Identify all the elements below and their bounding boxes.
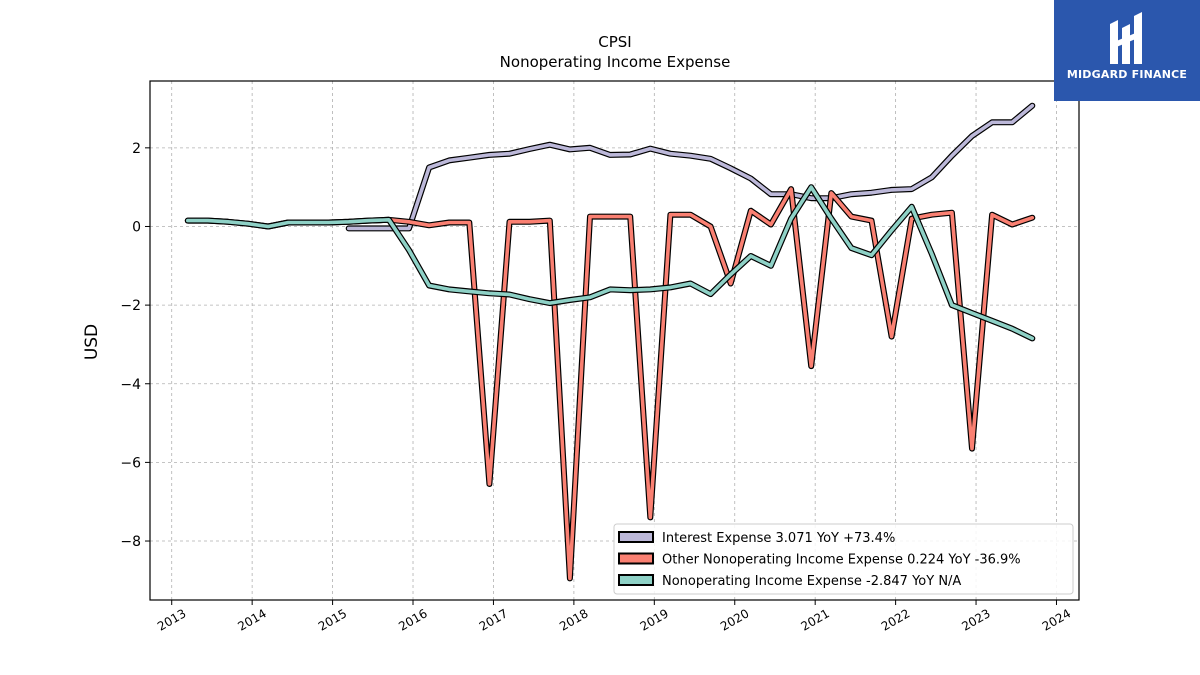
y-tick-label: 0 (132, 219, 141, 235)
legend-label: Nonoperating Income Expense -2.847 YoY N… (662, 574, 961, 589)
y-tick-label: −6 (120, 455, 141, 471)
series-nonoperating-income-expense (184, 184, 1036, 342)
legend-item: Other Nonoperating Income Expense 0.224 … (618, 552, 1021, 568)
legend-swatch (618, 552, 654, 565)
x-tick-label: 2015 (316, 606, 349, 633)
y-tick-label: 2 (132, 141, 141, 157)
x-tick-label: 2013 (155, 606, 188, 633)
y-tick-label: −2 (120, 298, 141, 314)
x-tick-label: 2024 (1040, 606, 1073, 633)
midgard-finance-logo: MIDGARD FINANCE (1054, 0, 1200, 101)
legend-label: Interest Expense 3.071 YoY +73.4% (662, 531, 895, 546)
y-tick-label: −4 (120, 377, 141, 393)
legend-label: Other Nonoperating Income Expense 0.224 … (662, 553, 1021, 568)
legend-item: Nonoperating Income Expense -2.847 YoY N… (618, 574, 961, 589)
series-line (346, 103, 1035, 231)
grid (150, 81, 1079, 600)
x-tick-label: 2023 (959, 606, 992, 633)
chart-subtitle: Nonoperating Income Expense (500, 53, 731, 71)
logo-text: MIDGARD FINANCE (1066, 68, 1188, 81)
series-line (186, 185, 1035, 341)
y-axis-label: USD (82, 324, 102, 360)
y-axis-ticks: 2 0 −2 −4 −6 −8 (120, 141, 150, 550)
x-tick-label: 2020 (718, 606, 751, 633)
x-axis-ticks: 2013 2014 2015 2016 2017 2018 2019 2020 2021 2022… (155, 600, 1073, 634)
series-interest-expense (345, 102, 1036, 232)
series-line-outline (345, 102, 1036, 232)
legend-swatch (618, 574, 654, 586)
logo-mark-icon (1110, 12, 1142, 64)
x-tick-label: 2021 (798, 606, 831, 633)
x-tick-label: 2017 (477, 606, 510, 633)
legend-item: Interest Expense 3.071 YoY +73.4% (618, 531, 895, 546)
y-tick-label: −8 (120, 534, 141, 550)
x-tick-label: 2016 (396, 606, 429, 633)
legend: Interest Expense 3.071 YoY +73.4% Other N… (613, 523, 1074, 595)
series-lines (184, 102, 1036, 582)
legend-box (613, 523, 1074, 595)
x-tick-label: 2014 (235, 606, 268, 633)
x-tick-label: 2022 (879, 606, 912, 633)
legend-swatch (618, 531, 654, 543)
plot-frame (149, 80, 1080, 601)
x-tick-label: 2018 (557, 606, 590, 633)
x-tick-label: 2019 (638, 606, 671, 633)
chart-title: CPSI (598, 33, 631, 51)
